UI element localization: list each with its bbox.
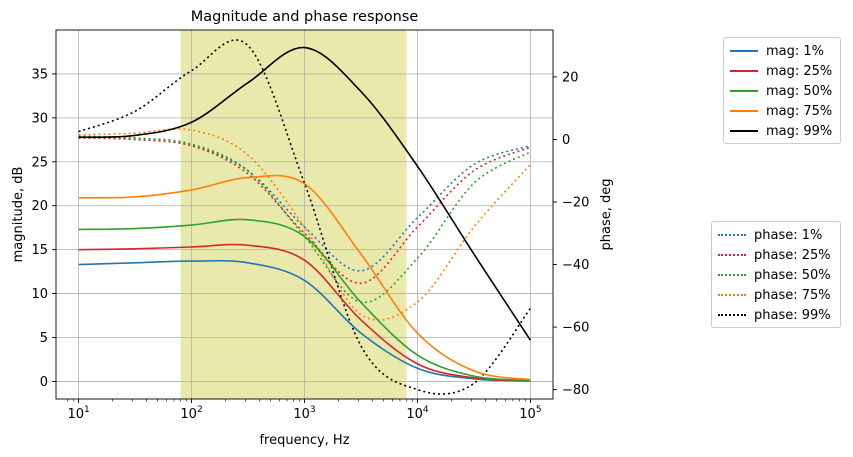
- y-right-tick-label: 0: [562, 133, 570, 148]
- magnitude-series-line-1: [78, 243, 531, 382]
- y-left-tick-label: 0: [40, 375, 48, 390]
- y-right-tick-label: −80: [562, 383, 589, 398]
- magnitude-series-line-3: [78, 174, 531, 381]
- legend-swatch: [718, 274, 746, 276]
- legend-entry: phase: 25%: [718, 245, 834, 265]
- legend-swatch: [730, 90, 758, 92]
- legend-entry: mag: 99%: [730, 121, 834, 141]
- legend-label: mag: 50%: [766, 83, 833, 99]
- legend-swatch: [718, 234, 746, 236]
- y-left-tick-label: 5: [40, 331, 48, 346]
- legend-label: mag: 75%: [766, 103, 833, 119]
- y-right-axis-label: phase, deg: [599, 179, 614, 251]
- y-left-axis-label: magnitude, dB: [11, 167, 26, 263]
- phase-series-line-3: [78, 128, 532, 321]
- y-left-tick-label: 25: [31, 155, 48, 170]
- y-right-tick-label: −60: [562, 321, 589, 336]
- magnitude-series-line-0: [78, 259, 531, 382]
- y-left-tick-label: 35: [31, 67, 48, 82]
- legend-entry: mag: 1%: [730, 41, 834, 61]
- chart-title: Magnitude and phase response: [191, 9, 419, 25]
- legend-swatch: [718, 254, 746, 256]
- magnitude-series-line-2: [78, 218, 531, 382]
- legend-entry: phase: 99%: [718, 305, 834, 325]
- legend-entry: phase: 50%: [718, 265, 834, 285]
- phase-legend: phase: 1% phase: 25% phase: 50% phase: 75% p…: [711, 221, 841, 328]
- x-axis-label: frequency, Hz: [259, 433, 349, 448]
- magnitude-series-line-4: [78, 46, 532, 341]
- legend-entry: mag: 75%: [730, 101, 834, 121]
- legend-swatch: [718, 294, 746, 296]
- legend-label: mag: 1%: [766, 43, 825, 59]
- legend-swatch: [730, 50, 758, 52]
- shaded-band: [180, 30, 407, 399]
- legend-swatch: [730, 130, 758, 132]
- y-right-tick-label: −40: [562, 258, 589, 273]
- legend-swatch: [718, 314, 746, 316]
- x-tick-label: 101: [67, 405, 89, 422]
- magnitude-legend: mag: 1% mag: 25% mag: 50% mag: 75% mag: 99%: [723, 37, 841, 144]
- legend-entry: mag: 25%: [730, 61, 834, 81]
- phase-series-line-1: [78, 137, 531, 285]
- x-tick-label: 105: [519, 405, 541, 422]
- legend-label: phase: 75%: [754, 287, 831, 303]
- legend-label: phase: 99%: [754, 307, 831, 323]
- y-right-tick-label: −20: [562, 195, 589, 210]
- x-tick-label: 102: [180, 405, 202, 422]
- legend-swatch: [730, 110, 758, 112]
- y-right-tick-label: 20: [562, 70, 579, 85]
- legend-label: mag: 25%: [766, 63, 833, 79]
- legend-entry: phase: 75%: [718, 285, 834, 305]
- x-tick-label: 103: [293, 405, 315, 422]
- y-left-tick-label: 15: [31, 243, 48, 258]
- phase-series-line-2: [78, 135, 531, 303]
- y-left-tick-label: 20: [31, 199, 48, 214]
- legend-label: mag: 99%: [766, 123, 833, 139]
- legend-swatch: [730, 70, 758, 72]
- y-left-tick-label: 30: [31, 111, 48, 126]
- legend-label: phase: 50%: [754, 267, 831, 283]
- legend-entry: mag: 50%: [730, 81, 834, 101]
- legend-label: phase: 25%: [754, 247, 831, 263]
- legend-entry: phase: 1%: [718, 225, 834, 245]
- legend-label: phase: 1%: [754, 227, 823, 243]
- phase-series-line-4: [78, 39, 532, 395]
- x-tick-label: 104: [406, 405, 429, 422]
- y-left-tick-label: 10: [31, 287, 48, 302]
